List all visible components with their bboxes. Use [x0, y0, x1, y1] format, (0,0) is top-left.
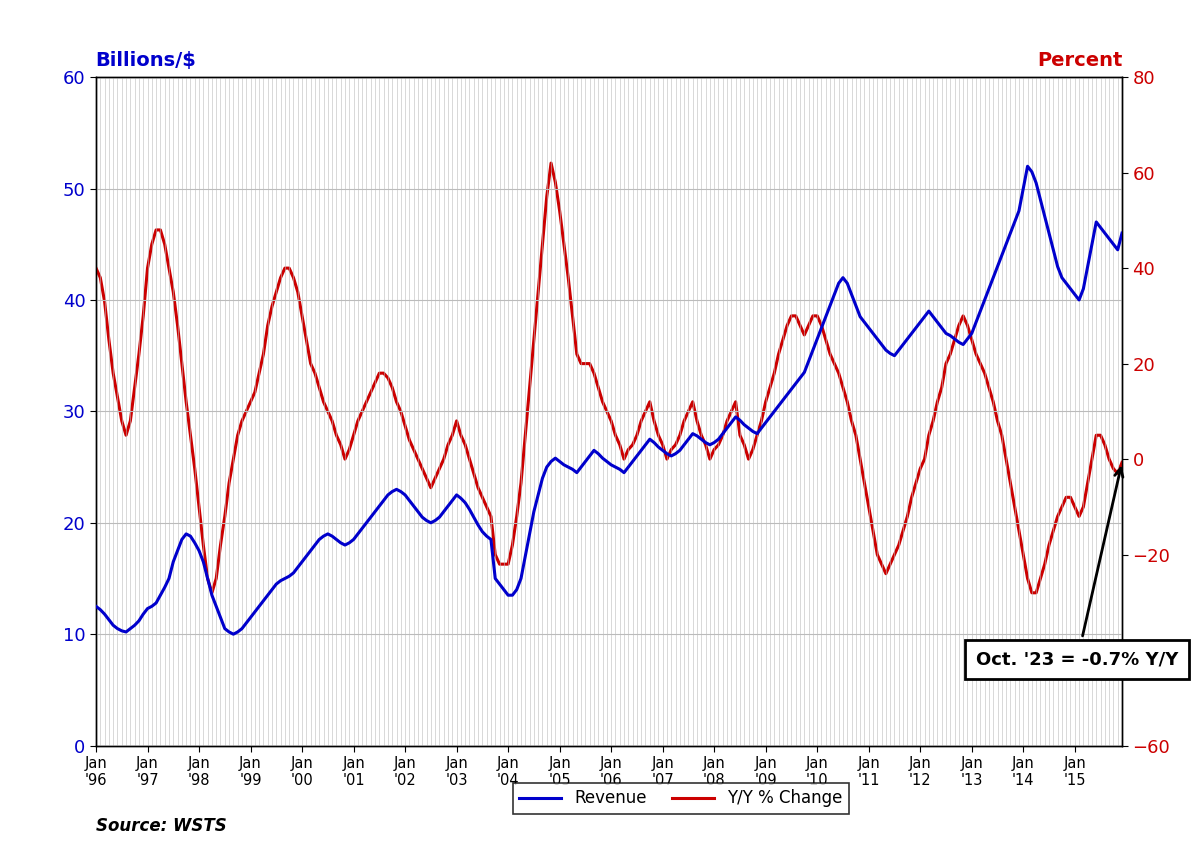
Text: Percent: Percent	[1038, 51, 1123, 70]
Legend: Revenue, Y/Y % Change: Revenue, Y/Y % Change	[512, 782, 848, 814]
Text: Billions/$: Billions/$	[95, 51, 196, 70]
Text: Oct. '23 = -0.7% Y/Y: Oct. '23 = -0.7% Y/Y	[976, 468, 1178, 668]
Text: Source: WSTS: Source: WSTS	[96, 818, 227, 836]
